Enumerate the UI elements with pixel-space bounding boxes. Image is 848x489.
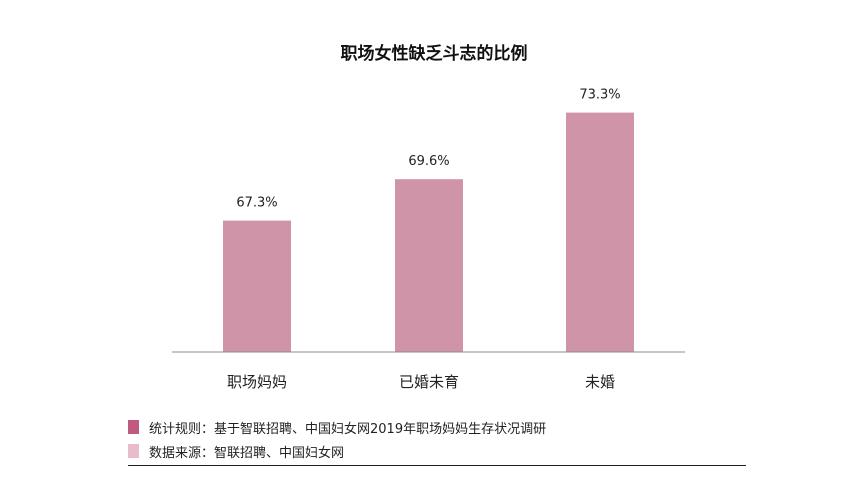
note-marker <box>128 420 139 434</box>
bar-1 <box>395 179 463 352</box>
bar-0 <box>223 220 291 352</box>
value-labels-group: 67.3% 69.6% 73.3% <box>236 88 620 211</box>
note-marker <box>128 444 139 458</box>
category-labels-group: 职场妈妈 已婚未育 未婚 <box>227 373 615 391</box>
bar-chart: 职场女性缺乏斗志的比例 67.3% 69.6% 73.3% 职场妈妈 已婚未育 未婚 <box>172 43 685 391</box>
note-data-source-text: 数据来源：智联招聘、中国妇女网 <box>149 445 345 461</box>
category-label-0: 职场妈妈 <box>227 373 287 391</box>
value-label-0: 67.3% <box>236 196 277 211</box>
note-stat-rule-text: 统计规则：基于智联招聘、中国妇女网2019年职场妈妈生存状况调研 <box>149 421 547 437</box>
value-label-2: 73.3% <box>579 88 620 103</box>
value-label-1: 69.6% <box>408 154 449 169</box>
chart-notes: 统计规则：基于智联招聘、中国妇女网2019年职场妈妈生存状况调研 数据来源：智联… <box>128 417 748 465</box>
bars-group <box>223 112 634 352</box>
note-stat-rule: 统计规则：基于智联招聘、中国妇女网2019年职场妈妈生存状况调研 <box>128 417 748 437</box>
category-label-2: 未婚 <box>585 373 615 391</box>
bar-2 <box>566 112 634 352</box>
chart-title: 职场女性缺乏斗志的比例 <box>341 43 528 64</box>
category-label-1: 已婚未育 <box>399 373 459 391</box>
note-data-source: 数据来源：智联招聘、中国妇女网 <box>128 441 748 461</box>
bottom-rule <box>128 465 746 466</box>
